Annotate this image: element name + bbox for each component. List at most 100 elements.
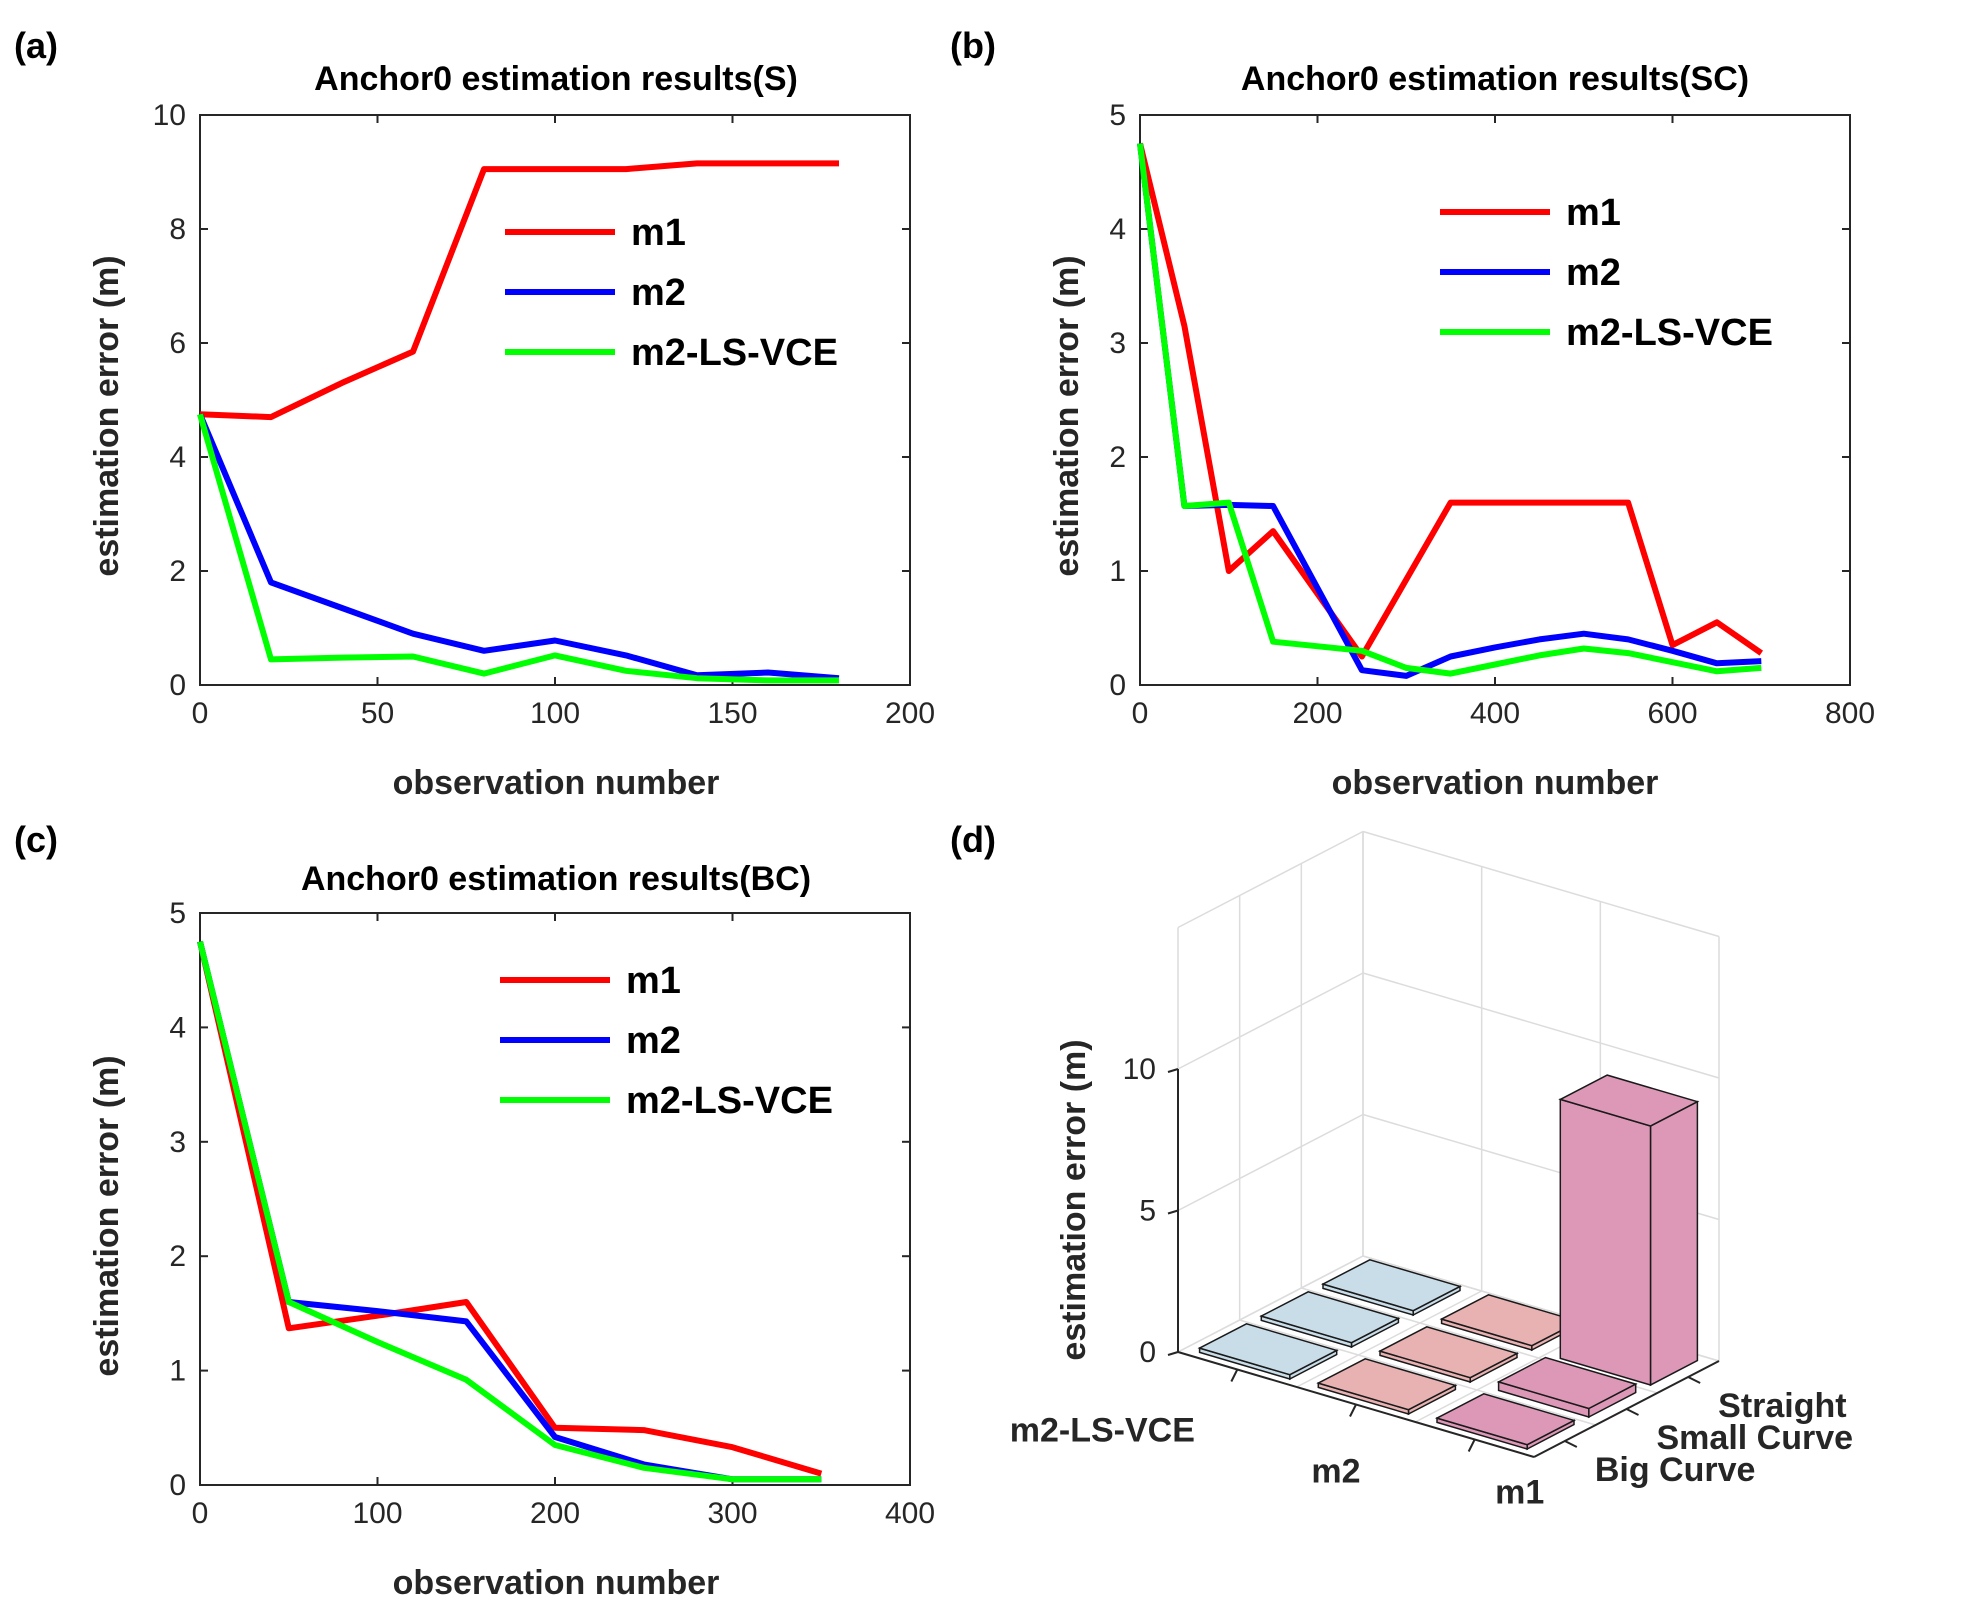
chart-a-ytick-label: 10 (153, 99, 186, 132)
chart-c-series-m2-LS-VCE (197, 940, 822, 1483)
chart-b: Anchor0 estimation results(SC) observati… (1048, 60, 1875, 802)
chart-b-title: Anchor0 estimation results(SC) (1241, 60, 1749, 98)
chart-b-ylabel: estimation error (m) (1048, 255, 1086, 576)
chart-d-bar-top (1496, 1356, 1638, 1410)
chart-d-ztick-label: 0 (1139, 1336, 1156, 1369)
chart-b-legend-label-m1: m1 (1566, 192, 1621, 234)
panel-label-c: (c) (14, 819, 58, 860)
chart-a-xtick-label: 0 (192, 697, 209, 730)
chart-c-xtick-label: 300 (707, 1497, 757, 1530)
chart-d-scenario-tick (1626, 1408, 1639, 1416)
chart-a-ytick-label: 4 (169, 441, 186, 474)
chart-d-bar-m1-Small-Curve (1496, 1356, 1638, 1419)
chart-d-bar-m2-Big-Curve (1316, 1357, 1458, 1416)
chart-a-series-m2 (197, 413, 840, 682)
panel-label-a: (a) (14, 25, 58, 66)
chart-b-xtick-label: 0 (1132, 697, 1149, 730)
chart-d: estimation error (m) 0 5 10 m2-LS-VCE m2 m1 Bi… (1010, 830, 1854, 1512)
chart-c-xtick-label: 400 (885, 1497, 935, 1530)
chart-c-xtick-label: 100 (352, 1497, 402, 1530)
chart-b-series-m2 (1137, 143, 1762, 679)
chart-a-axes-box (199, 114, 911, 686)
chart-a-xlabel: observation number (393, 764, 720, 802)
chart-a-xtick-label: 100 (530, 697, 580, 730)
chart-c: Anchor0 estimation results(BC) observati… (88, 860, 935, 1602)
chart-d-bar-face (1649, 1100, 1699, 1387)
chart-b-series-m2-LS-VCE (1137, 143, 1762, 677)
chart-d-scenario-label-Small-Curve: Small Curve (1657, 1419, 1854, 1457)
chart-b-legend-label-m2: m2 (1566, 252, 1621, 294)
chart-c-legend-label-m1: m1 (626, 960, 681, 1002)
chart-d-wall-gridline (1177, 830, 1364, 929)
chart-d-method-tick (1349, 1404, 1357, 1417)
chart-a-ytick-label: 6 (169, 327, 186, 360)
chart-d-floor-gridline (1239, 1319, 1596, 1426)
chart-d-ztick-mark (1167, 1068, 1179, 1073)
chart-c-ytick-label: 1 (169, 1355, 186, 1388)
chart-d-bar-top (1259, 1290, 1401, 1344)
chart-c-xlabel: observation number (393, 1564, 720, 1602)
chart-a-xtick-label: 150 (707, 697, 757, 730)
chart-b-axes-box (1139, 114, 1851, 686)
chart-d-method-label-m2-LS-VCE: m2-LS-VCE (1010, 1412, 1195, 1450)
chart-a-series-m1 (199, 160, 839, 421)
chart-d-method-tick (1230, 1369, 1239, 1382)
chart-d-method-tick (1467, 1439, 1476, 1452)
chart-d-bar-m2-LS-VCE-Straight (1321, 1258, 1462, 1317)
chart-a-ytick-label: 2 (169, 555, 186, 588)
chart-c-axes-box (199, 912, 911, 1486)
chart-d-ztick-mark (1167, 1209, 1179, 1215)
chart-a-ylabel: estimation error (m) (88, 255, 126, 576)
chart-c-title: Anchor0 estimation results(BC) (301, 860, 811, 898)
chart-c-ytick-label: 2 (169, 1240, 186, 1273)
chart-a-legend-label-m2: m2 (631, 272, 686, 314)
chart-b-xtick-label: 600 (1647, 697, 1697, 730)
chart-a-legend-label-m1: m1 (631, 212, 686, 254)
chart-d-wall-gridline (1177, 1255, 1364, 1353)
chart-d-scenario-tick (1687, 1376, 1701, 1384)
chart-d-wall-gridline (1177, 1113, 1364, 1212)
chart-d-scenario-label-Big-Curve: Big Curve (1595, 1451, 1756, 1489)
chart-d-bar-face (1559, 1098, 1652, 1387)
chart-a-ytick-label: 0 (169, 669, 186, 702)
chart-b-ytick-label: 1 (1109, 555, 1126, 588)
chart-d-bar-top (1558, 1074, 1700, 1127)
chart-c-legend-label-m2: m2 (626, 1020, 681, 1062)
chart-d-method-label-m2: m2 (1311, 1453, 1360, 1491)
chart-d-scenario-tick (1564, 1440, 1578, 1448)
chart-d-bar-m1-Big-Curve (1435, 1392, 1576, 1451)
chart-d-bar-m2-LS-VCE-Big-Curve (1197, 1322, 1339, 1381)
chart-a-series-m2-LS-VCE (197, 413, 839, 684)
chart-d-floor-gridline (1296, 1290, 1483, 1388)
chart-b-xlabel: observation number (1332, 764, 1659, 802)
chart-a-ytick-label: 8 (169, 213, 186, 246)
chart-d-ztick-label: 10 (1123, 1053, 1156, 1086)
chart-c-legend-label-m2-LS-VCE: m2-LS-VCE (626, 1080, 833, 1122)
chart-a-xtick-label: 50 (361, 697, 394, 730)
chart-b-xtick-label: 800 (1825, 697, 1875, 730)
chart-d-bar-top (1435, 1392, 1576, 1446)
chart-a: Anchor0 estimation results(S) observatio… (88, 60, 935, 802)
panel-label-d: (d) (950, 819, 996, 860)
chart-d-bar-top (1321, 1258, 1462, 1312)
chart-c-xtick-label: 0 (192, 1497, 209, 1530)
chart-d-wall-gridline (1362, 830, 1720, 938)
chart-c-ytick-label: 3 (169, 1126, 186, 1159)
chart-b-ytick-label: 2 (1109, 441, 1126, 474)
chart-b-ytick-label: 3 (1109, 327, 1126, 360)
chart-b-legend-label-m2-LS-VCE: m2-LS-VCE (1566, 312, 1773, 354)
chart-b-ytick-label: 4 (1109, 213, 1126, 246)
chart-d-scenario-label-Straight: Straight (1718, 1387, 1846, 1425)
chart-c-series-m1 (197, 940, 823, 1477)
chart-a-title: Anchor0 estimation results(S) (314, 60, 798, 98)
chart-c-ytick-label: 0 (169, 1469, 186, 1502)
chart-d-bar-top (1316, 1357, 1458, 1411)
panel-label-b: (b) (950, 25, 996, 66)
chart-c-ytick-label: 5 (169, 897, 186, 930)
chart-d-ztick-label: 5 (1139, 1195, 1156, 1228)
chart-d-bar-m2-Small-Curve (1378, 1325, 1519, 1384)
chart-d-bar-m1-Straight (1558, 1074, 1700, 1387)
chart-b-xtick-label: 200 (1292, 697, 1342, 730)
chart-d-zlabel: estimation error (m) (1055, 1039, 1093, 1360)
